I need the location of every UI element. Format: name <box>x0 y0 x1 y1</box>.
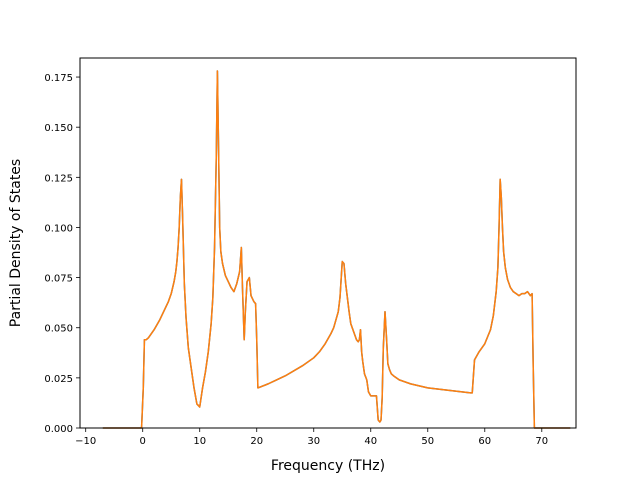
x-tick-label: 70 <box>535 436 548 447</box>
x-tick-label: −10 <box>75 436 96 447</box>
x-tick-label: 40 <box>364 436 377 447</box>
x-axis-ticks: −10 0 10 20 30 40 50 60 70 <box>75 428 548 447</box>
x-tick-label: 10 <box>193 436 206 447</box>
y-tick-label: 0.075 <box>44 274 73 285</box>
plot-frame <box>79 57 577 429</box>
y-tick-label: 0.100 <box>44 223 73 234</box>
y-tick-label: 0.000 <box>44 424 73 435</box>
y-tick-label: 0.150 <box>44 123 73 134</box>
x-tick-label: 50 <box>421 436 434 447</box>
x-tick-label: 60 <box>478 436 491 447</box>
y-axis-ticks: 0.000 0.025 0.050 0.075 0.100 0.125 0.150 0.175 <box>44 73 80 435</box>
y-tick-label: 0.125 <box>44 173 73 184</box>
y-axis-label: Partial Density of States <box>8 159 24 327</box>
x-tick-label: 0 <box>140 436 146 447</box>
y-tick-label: 0.175 <box>44 73 73 84</box>
series-layer <box>102 70 571 429</box>
plot-area-background <box>80 58 576 428</box>
x-tick-label: 20 <box>250 436 263 447</box>
x-axis-label: Frequency (THz) <box>271 458 385 474</box>
y-tick-label: 0.050 <box>44 324 73 335</box>
x-tick-label: 30 <box>307 436 320 447</box>
series-line-2 <box>102 70 571 429</box>
y-tick-label: 0.025 <box>44 374 73 385</box>
